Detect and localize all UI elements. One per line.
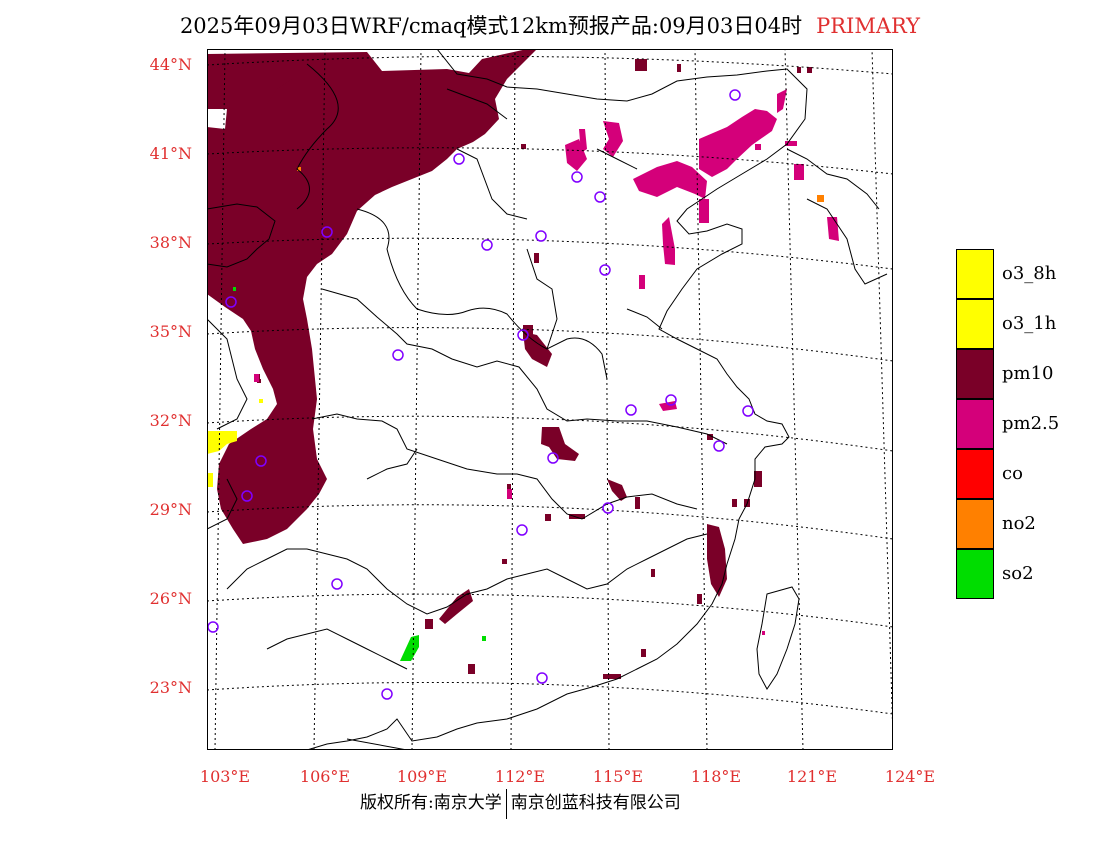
legend-swatch	[956, 449, 994, 499]
map-panel	[207, 49, 893, 750]
no2-region	[297, 167, 824, 202]
lon-label-121: 121°E	[786, 767, 838, 786]
lon-label-112: 112°E	[494, 767, 546, 786]
title-main: 2025年09月03日WRF/cmaq模式12km预报产品:09月03日04时	[179, 14, 803, 38]
legend-swatch	[956, 299, 994, 349]
boundaries	[207, 49, 888, 750]
chart-title: 2025年09月03日WRF/cmaq模式12km预报产品:09月03日04时 P…	[0, 10, 1100, 40]
lon-label-124: 124°E	[884, 767, 936, 786]
legend-label: pm10	[1002, 363, 1054, 384]
lon-label-103: 103°E	[199, 767, 251, 786]
station-markers	[207, 89, 754, 700]
lon-label-118: 118°E	[690, 767, 742, 786]
lat-label-29: 29°N	[149, 500, 192, 519]
pm25-region	[254, 89, 839, 635]
legend-label: pm2.5	[1002, 413, 1060, 434]
legend-swatch	[956, 549, 994, 599]
legend-swatch	[956, 249, 994, 299]
legend-label: co	[1002, 463, 1023, 484]
lat-label-44: 44°N	[149, 55, 192, 74]
lon-label-115: 115°E	[592, 767, 644, 786]
lon-label-109: 109°E	[396, 767, 448, 786]
legend-label: o3_1h	[1002, 313, 1057, 334]
footer-copyright: 版权所有:南京大学 南京创蓝科技有限公司	[360, 788, 681, 819]
legend-label: so2	[1002, 563, 1034, 584]
so2-region	[233, 287, 486, 661]
lat-label-26: 26°N	[149, 589, 192, 608]
legend-swatch	[956, 399, 994, 449]
graticule	[207, 49, 893, 750]
lat-label-32: 32°N	[149, 411, 192, 430]
footer-separator	[505, 788, 507, 819]
lat-label-38: 38°N	[149, 233, 192, 252]
lat-label-23: 23°N	[149, 678, 192, 697]
lat-label-35: 35°N	[149, 322, 192, 341]
legend-label: no2	[1002, 513, 1036, 534]
legend-label: o3_8h	[1002, 263, 1057, 284]
lat-label-41: 41°N	[149, 144, 192, 163]
o3-region	[207, 399, 263, 487]
legend-swatch	[956, 499, 994, 549]
pm10-region	[207, 49, 537, 544]
footer-left: 版权所有:南京大学	[360, 793, 502, 813]
legend-swatch	[956, 349, 994, 399]
pm10-specks	[255, 59, 812, 679]
lon-label-106: 106°E	[299, 767, 351, 786]
title-tag: PRIMARY	[816, 14, 921, 38]
footer-right: 南京创蓝科技有限公司	[510, 793, 681, 813]
